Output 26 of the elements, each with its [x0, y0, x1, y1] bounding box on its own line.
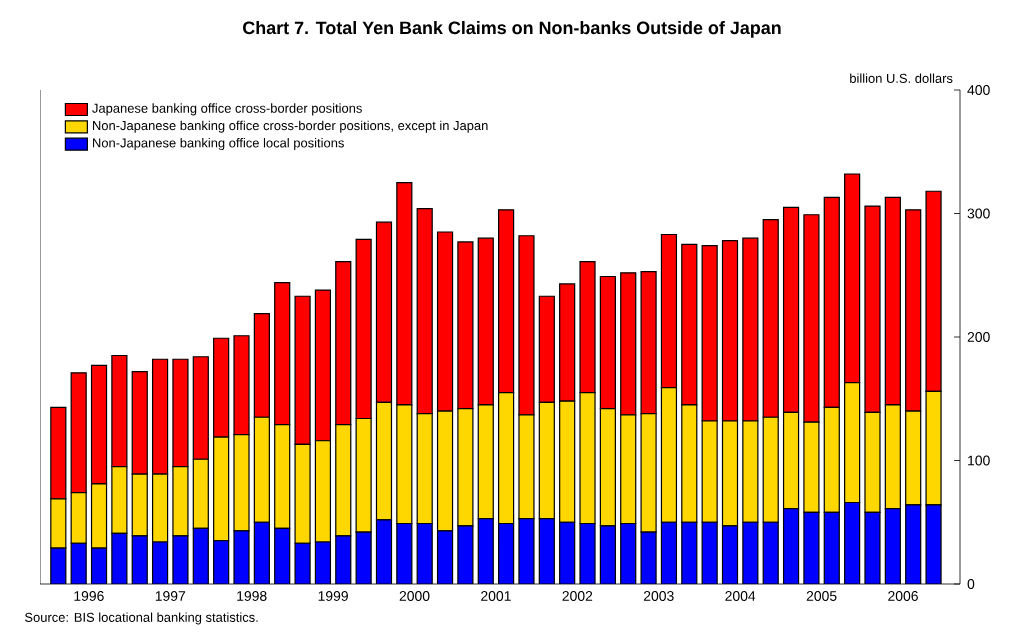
bar — [600, 525, 616, 584]
bar — [396, 523, 412, 584]
bar — [661, 522, 677, 584]
bar — [722, 525, 738, 584]
bar — [763, 522, 779, 584]
chart-title: Chart 7. Total Yen Bank Claims on Non-banks Outside of Japan — [243, 21, 781, 38]
bar — [417, 523, 433, 584]
bar — [132, 535, 148, 584]
bar — [478, 518, 494, 584]
bar — [620, 523, 636, 584]
bar — [193, 528, 209, 584]
bar — [376, 519, 392, 584]
bar — [539, 518, 555, 584]
bar — [783, 508, 799, 584]
bar — [824, 512, 840, 584]
bar — [681, 522, 697, 584]
bar — [905, 504, 921, 584]
bar — [213, 540, 229, 584]
bar — [885, 508, 901, 584]
bar — [498, 523, 514, 584]
bar — [559, 522, 575, 584]
bar — [274, 528, 290, 584]
bar — [335, 535, 351, 584]
bar — [437, 530, 453, 584]
bar — [254, 522, 270, 584]
bar — [844, 502, 860, 584]
